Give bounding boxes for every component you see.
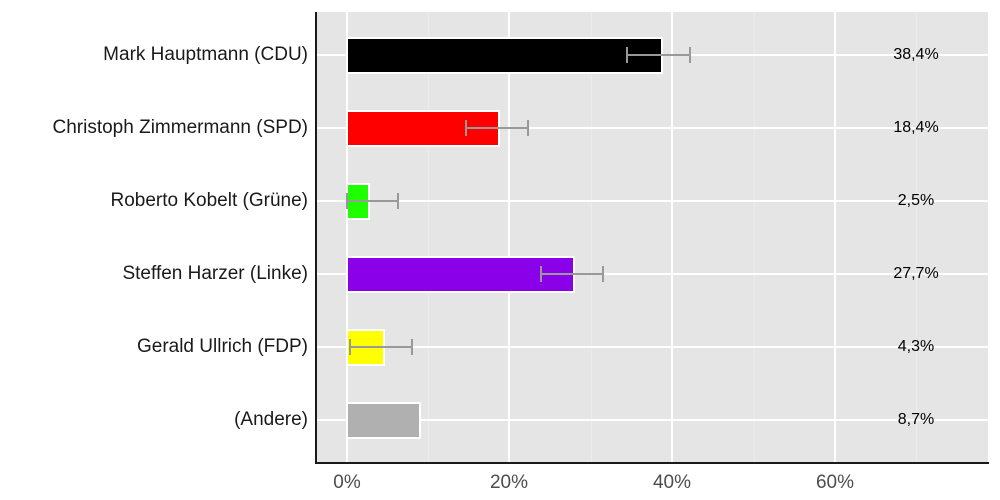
value-label: 4,3% [897, 338, 935, 355]
major-gridline [671, 12, 673, 463]
category-label: Mark Hauptmann (CDU) [103, 44, 308, 65]
x-tick-label: 40% [652, 472, 692, 493]
value-label: 18,4% [893, 119, 939, 136]
error-bar [627, 54, 690, 56]
x-tick-label: 0% [333, 472, 361, 493]
horizontal-gridline [316, 200, 988, 202]
value-label: 8,7% [897, 411, 935, 428]
major-gridline [834, 12, 836, 463]
error-bar-cap [689, 47, 691, 63]
category-label: (Andere) [234, 409, 308, 430]
value-label: 27,7% [893, 265, 939, 282]
horizontal-gridline [316, 127, 988, 129]
bar [346, 37, 663, 74]
error-bar-cap [527, 120, 529, 136]
minor-gridline [428, 12, 429, 463]
major-gridline [508, 12, 510, 463]
horizontal-gridline [316, 346, 988, 348]
error-bar [347, 200, 398, 202]
error-bar-cap [346, 193, 348, 209]
error-bar-cap [465, 120, 467, 136]
minor-gridline [754, 12, 755, 463]
x-tick-label: 20% [489, 472, 529, 493]
error-bar [541, 273, 603, 275]
category-label: Steffen Harzer (Linke) [122, 263, 308, 284]
plot-panel [316, 12, 988, 463]
error-bar [466, 127, 528, 129]
horizontal-gridline [316, 419, 988, 421]
bar [346, 402, 421, 439]
major-gridline [346, 12, 348, 463]
error-bar-cap [602, 266, 604, 282]
category-label: Christoph Zimmermann (SPD) [52, 117, 309, 138]
error-bar-cap [411, 339, 413, 355]
value-label: 2,5% [897, 192, 935, 209]
category-label: Gerald Ullrich (FDP) [136, 336, 308, 357]
value-label: 38,4% [893, 46, 939, 63]
error-bar-cap [397, 193, 399, 209]
horizontal-gridline [316, 273, 988, 275]
error-bar-cap [349, 339, 351, 355]
x-tick-label: 60% [815, 472, 855, 493]
bar [346, 256, 575, 293]
category-label: Roberto Kobelt (Grüne) [110, 190, 309, 211]
error-bar-cap [540, 266, 542, 282]
error-bar [350, 346, 413, 348]
y-axis-line [315, 12, 317, 464]
x-axis-line [315, 462, 989, 464]
error-bar-cap [626, 47, 628, 63]
minor-gridline [591, 12, 592, 463]
minor-gridline [916, 12, 917, 463]
